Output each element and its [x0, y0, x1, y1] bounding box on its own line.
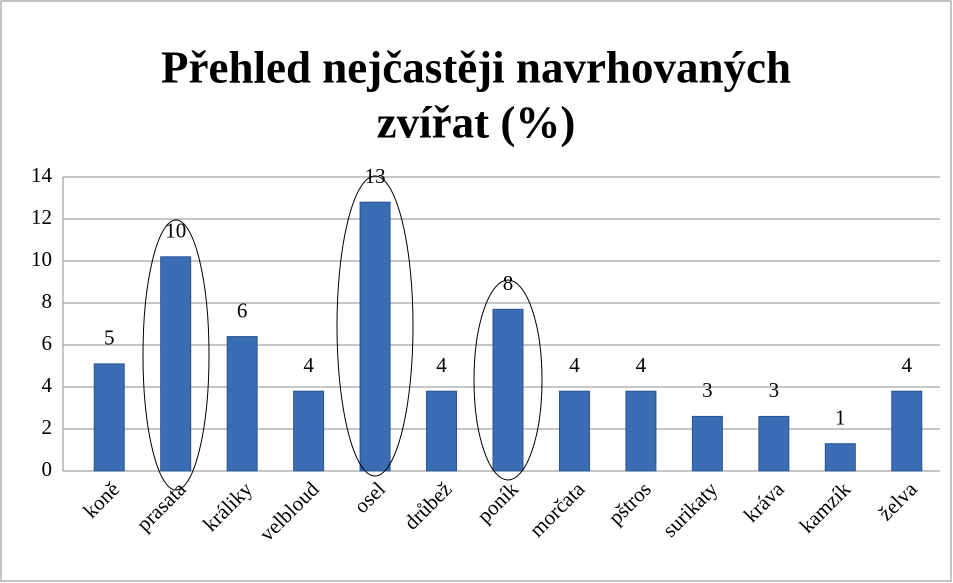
value-label: 5 — [104, 326, 115, 350]
y-tick-label: 8 — [42, 289, 53, 313]
value-label: 3 — [769, 378, 780, 402]
highlight-ring — [142, 219, 210, 491]
y-tick-label: 6 — [42, 331, 53, 355]
highlight-ring — [336, 175, 414, 477]
chart-title: Přehled nejčastěji navrhovaných — [161, 42, 791, 92]
bar — [492, 308, 524, 472]
value-label: 4 — [569, 353, 580, 377]
bar — [691, 415, 723, 472]
value-label: 1 — [835, 406, 846, 430]
bar — [160, 256, 192, 472]
value-label: 6 — [237, 298, 248, 322]
bar — [891, 390, 923, 472]
value-label: 4 — [902, 353, 913, 377]
bar — [558, 390, 590, 472]
highlight-ring — [473, 279, 543, 481]
bar — [293, 390, 325, 472]
value-label: 4 — [436, 353, 447, 377]
bar — [625, 390, 657, 472]
bar — [824, 443, 856, 472]
bar — [93, 363, 125, 472]
y-tick-label: 4 — [42, 373, 53, 397]
bar — [226, 336, 258, 472]
value-label: 4 — [636, 353, 647, 377]
bar — [426, 390, 458, 472]
y-tick-label: 2 — [42, 415, 53, 439]
chart-title: zvířat (%) — [377, 97, 576, 147]
value-label: 8 — [503, 271, 514, 295]
value-label: 4 — [303, 353, 314, 377]
bar — [758, 415, 790, 472]
y-tick-label: 0 — [42, 457, 53, 481]
y-tick-label: 10 — [31, 247, 52, 271]
y-tick-label: 12 — [31, 205, 52, 229]
value-label: 10 — [165, 219, 186, 243]
y-tick-label: 14 — [31, 163, 53, 187]
bar — [359, 201, 391, 472]
value-label: 3 — [702, 378, 713, 402]
